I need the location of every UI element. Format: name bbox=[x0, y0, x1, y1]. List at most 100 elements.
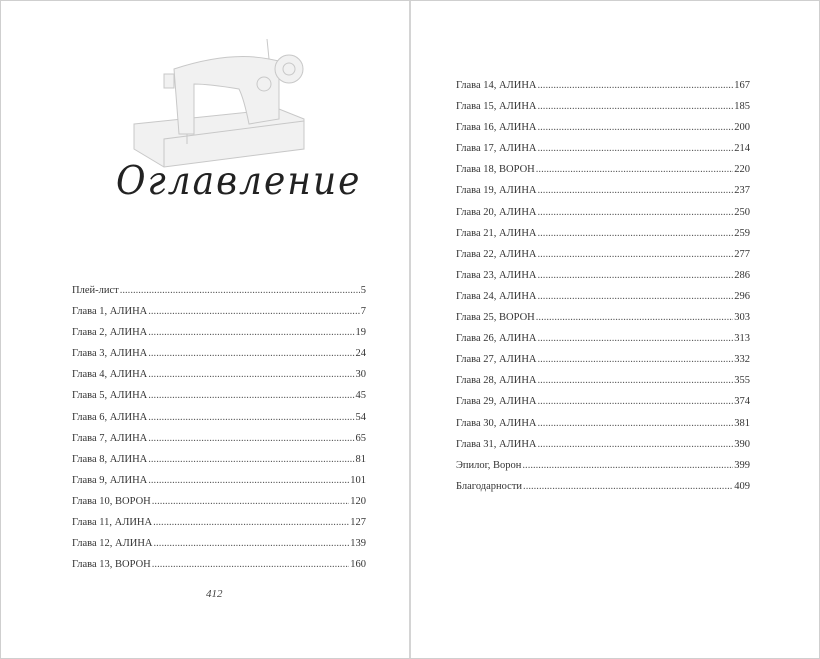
toc-entry[interactable]: Глава 10, ВОРОН 120 bbox=[72, 496, 366, 517]
toc-entry-label: Глава 2, АЛИНА bbox=[72, 327, 148, 339]
toc-entry-label: Глава 25, ВОРОН bbox=[456, 312, 535, 324]
toc-entry-label: Глава 7, АЛИНА bbox=[72, 432, 148, 444]
toc-entry-label: Благодарности bbox=[456, 480, 523, 492]
toc-entry-page: 7 bbox=[360, 306, 366, 318]
toc-entry-page: 313 bbox=[734, 333, 750, 345]
toc-entry-page: 355 bbox=[734, 375, 750, 387]
toc-entry-page: 220 bbox=[734, 164, 750, 176]
toc-entry-label: Глава 23, АЛИНА bbox=[456, 269, 537, 281]
toc-entry-label: Глава 20, АЛИНА bbox=[456, 206, 537, 218]
toc-entry-page: 237 bbox=[734, 185, 750, 197]
toc-entry-page: 19 bbox=[355, 327, 367, 339]
toc-entry[interactable]: Глава 11, АЛИНА 127 bbox=[72, 517, 366, 538]
toc-entry[interactable]: Глава 12, АЛИНА 139 bbox=[72, 538, 366, 559]
dot-leader bbox=[148, 306, 360, 317]
toc-entry[interactable]: Глава 17, АЛИНА 214 bbox=[456, 143, 750, 164]
toc-entry-page: 101 bbox=[350, 474, 366, 486]
dot-leader bbox=[538, 101, 734, 112]
toc-entry-label: Глава 26, АЛИНА bbox=[456, 333, 537, 345]
toc-right-column: Глава 14, АЛИНА167Глава 15, АЛИНА185Глав… bbox=[456, 80, 750, 502]
toc-entry[interactable]: Глава 28, АЛИНА 355 bbox=[456, 375, 750, 396]
toc-entry[interactable]: Эпилог, Ворон 399 bbox=[456, 460, 750, 481]
toc-entry-label: Глава 30, АЛИНА bbox=[456, 417, 537, 429]
toc-entry-label: Глава 15, АЛИНА bbox=[456, 101, 537, 113]
toc-entry-label: Глава 6, АЛИНА bbox=[72, 411, 148, 423]
toc-entry[interactable]: Глава 25, ВОРОН 303 bbox=[456, 312, 750, 333]
toc-entry[interactable]: Глава 31, АЛИНА 390 bbox=[456, 439, 750, 460]
toc-entry-label: Глава 11, АЛИНА bbox=[72, 517, 153, 529]
toc-entry[interactable]: Глава 9, АЛИНА 101 bbox=[72, 475, 366, 496]
toc-entry-page: 160 bbox=[350, 559, 366, 571]
dot-leader bbox=[538, 228, 734, 239]
toc-entry[interactable]: Глава 2, АЛИНА 19 bbox=[72, 327, 366, 348]
toc-entry-page: 81 bbox=[355, 453, 367, 465]
dot-leader bbox=[538, 333, 734, 344]
toc-entry[interactable]: Глава 20, АЛИНА 250 bbox=[456, 207, 750, 228]
toc-entry[interactable]: Глава 16, АЛИНА 200 bbox=[456, 122, 750, 143]
toc-entry[interactable]: Глава 27, АЛИНА 332 bbox=[456, 354, 750, 375]
toc-entry-page: 214 bbox=[734, 143, 750, 155]
toc-entry-label: Глава 9, АЛИНА bbox=[72, 474, 148, 486]
toc-entry-page: 296 bbox=[734, 290, 750, 302]
toc-entry[interactable]: Глава 26, АЛИНА 313 bbox=[456, 333, 750, 354]
toc-entry-page: 5 bbox=[360, 285, 366, 296]
dot-leader bbox=[522, 460, 733, 471]
toc-entry-page: 30 bbox=[355, 369, 367, 381]
dot-leader bbox=[153, 517, 349, 528]
toc-entry[interactable]: Глава 30, АЛИНА 381 bbox=[456, 418, 750, 439]
toc-entry[interactable]: Глава 14, АЛИНА 167 bbox=[456, 80, 750, 101]
toc-entry[interactable]: Плей-лист 5 bbox=[72, 285, 366, 306]
dot-leader bbox=[538, 249, 734, 260]
dot-leader bbox=[148, 454, 354, 465]
dot-leader bbox=[148, 412, 354, 423]
dot-leader bbox=[538, 80, 734, 91]
dot-leader bbox=[538, 375, 734, 386]
toc-entry-page: 277 bbox=[734, 248, 750, 260]
dot-leader bbox=[538, 418, 734, 429]
toc-entry-page: 381 bbox=[734, 417, 750, 429]
toc-entry-label: Глава 3, АЛИНА bbox=[72, 348, 148, 360]
toc-entry-label: Глава 5, АЛИНА bbox=[72, 390, 148, 402]
toc-entry[interactable]: Глава 6, АЛИНА 54 bbox=[72, 412, 366, 433]
dot-leader bbox=[538, 354, 734, 365]
toc-entry-label: Глава 10, ВОРОН bbox=[72, 495, 151, 507]
toc-entry[interactable]: Глава 1, АЛИНА 7 bbox=[72, 306, 366, 327]
dot-leader bbox=[152, 496, 349, 507]
dot-leader bbox=[152, 559, 349, 570]
dot-leader bbox=[536, 164, 733, 175]
toc-entry-label: Глава 12, АЛИНА bbox=[72, 538, 153, 550]
toc-entry-label: Глава 22, АЛИНА bbox=[456, 248, 537, 260]
toc-entry-label: Глава 28, АЛИНА bbox=[456, 375, 537, 387]
toc-entry-page: 127 bbox=[350, 517, 366, 529]
dot-leader bbox=[538, 185, 734, 196]
dot-leader bbox=[538, 143, 734, 154]
gutter-divider bbox=[409, 1, 411, 658]
toc-entry[interactable]: Благодарности 409 bbox=[456, 481, 750, 502]
toc-entry-label: Глава 27, АЛИНА bbox=[456, 354, 537, 366]
toc-entry-label: Глава 21, АЛИНА bbox=[456, 227, 537, 239]
page-number: 412 bbox=[206, 588, 223, 600]
toc-entry-label: Эпилог, Ворон bbox=[456, 459, 522, 471]
toc-entry[interactable]: Глава 5, АЛИНА 45 bbox=[72, 390, 366, 411]
toc-entry[interactable]: Глава 22, АЛИНА 277 bbox=[456, 249, 750, 270]
toc-entry[interactable]: Глава 21, АЛИНА 259 bbox=[456, 228, 750, 249]
dot-leader bbox=[148, 327, 354, 338]
toc-entry-page: 65 bbox=[355, 432, 367, 444]
toc-entry[interactable]: Глава 4, АЛИНА 30 bbox=[72, 369, 366, 390]
toc-entry[interactable]: Глава 15, АЛИНА 185 bbox=[456, 101, 750, 122]
toc-entry[interactable]: Глава 19, АЛИНА 237 bbox=[456, 185, 750, 206]
toc-entry[interactable]: Глава 13, ВОРОН 160 bbox=[72, 559, 366, 580]
toc-entry-label: Глава 19, АЛИНА bbox=[456, 185, 537, 197]
toc-entry[interactable]: Глава 23, АЛИНА 286 bbox=[456, 270, 750, 291]
toc-entry[interactable]: Глава 7, АЛИНА 65 bbox=[72, 433, 366, 454]
toc-entry-label: Глава 13, ВОРОН bbox=[72, 559, 151, 571]
toc-entry[interactable]: Глава 24, АЛИНА 296 bbox=[456, 291, 750, 312]
toc-entry[interactable]: Глава 3, АЛИНА 24 bbox=[72, 348, 366, 369]
dot-leader bbox=[538, 122, 734, 133]
toc-entry[interactable]: Глава 8, АЛИНА 81 bbox=[72, 454, 366, 475]
toc-entry[interactable]: Глава 18, ВОРОН 220 bbox=[456, 164, 750, 185]
dot-leader bbox=[538, 270, 734, 281]
toc-entry[interactable]: Глава 29, АЛИНА 374 bbox=[456, 396, 750, 417]
toc-entry-page: 409 bbox=[734, 480, 750, 492]
